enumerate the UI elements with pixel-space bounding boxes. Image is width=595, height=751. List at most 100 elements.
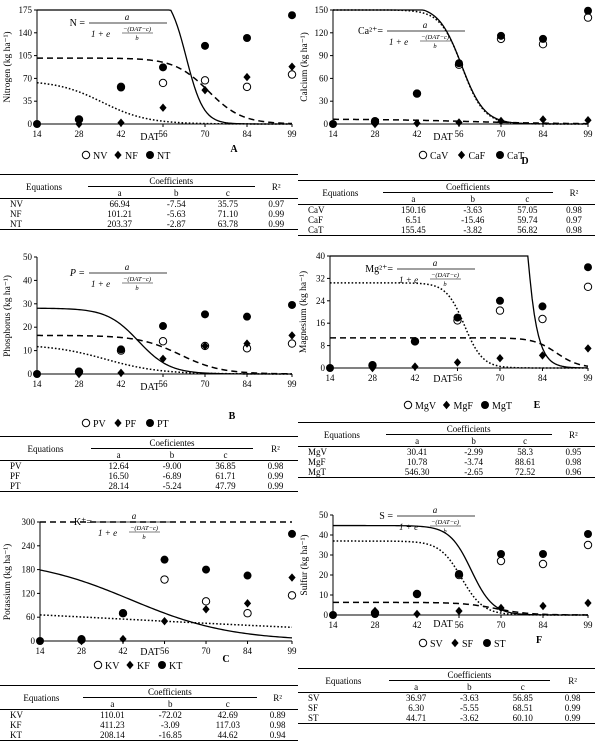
formula: Ca²⁺= a 1 + e −(DAT−c) b (358, 20, 465, 50)
legend-label-ST: ST (494, 639, 506, 650)
table-cell: -9.00 (162, 461, 182, 471)
table-cell: 68.51 (512, 703, 533, 713)
legend-marker-PT (146, 419, 154, 427)
x-tick-label: 14 (329, 129, 339, 139)
data-point-SF (584, 598, 592, 608)
data-point-NF (75, 119, 83, 129)
table-cell: -16.85 (142, 730, 199, 741)
table-cell: -3.63 (463, 205, 483, 215)
table-header-r2: R² (254, 174, 298, 199)
table-cell: -5.63 (166, 209, 186, 219)
formula-denominator: 1 + e (91, 29, 110, 39)
table-cell: 16.50 (108, 471, 129, 481)
data-point-KV (243, 609, 252, 618)
data-point-NF (201, 85, 209, 95)
table-header-b: b (151, 186, 202, 199)
y-axis-label: Potassium (kg ha⁻¹) (2, 544, 13, 620)
formula-numerator: a (433, 505, 438, 515)
table-header-a: a (90, 448, 147, 461)
table-header-r2: R² (253, 436, 298, 461)
data-point-KT (77, 635, 86, 644)
table-header-c: c (495, 680, 551, 693)
table-cell: -2.87 (151, 219, 202, 230)
table-cell: 28.14 (90, 481, 147, 492)
data-point-MgV (583, 282, 593, 291)
table-header-b: b (448, 434, 499, 447)
x-tick-label: 70 (202, 646, 212, 656)
series-NV (36, 70, 297, 125)
y-tick-label: 0 (28, 119, 33, 129)
data-point-CaT (584, 6, 592, 15)
data-point-KT (288, 529, 296, 538)
chart-F: 0 10 20 30 40 50 14 28 42 56 70 84 99 DAT Sulfur (kg h… (299, 505, 593, 650)
data-point-MgT (410, 337, 419, 346)
table-cell: 0.89 (269, 710, 286, 720)
table-cell: 0.98 (566, 205, 582, 215)
x-tick-label: 84 (539, 129, 549, 139)
table-cell: 0.98 (269, 720, 286, 730)
legend-label-MgT: MgT (492, 401, 512, 412)
table-cell: 411.23 (100, 720, 125, 730)
table-cell: 35.75 (217, 199, 238, 209)
formula-exponent-denominator: b (443, 528, 447, 535)
table-cell: 0.95 (565, 447, 582, 457)
y-tick-label: 30 (23, 299, 33, 309)
panel-letter: C (222, 654, 229, 665)
data-point-MgV (495, 306, 505, 315)
table-cell: -3.63 (460, 693, 479, 703)
data-point-CaF (455, 118, 463, 127)
data-point-ST (584, 530, 592, 538)
table-cell: 60.10 (495, 713, 551, 724)
y-axis-label: Sulfur (kg ha⁻¹) (299, 534, 310, 595)
table-row-label: ST (298, 713, 389, 724)
table-cell: 47.79 (197, 481, 254, 492)
table-cell: 44.62 (198, 730, 258, 741)
table-row-label: CaF (308, 215, 324, 225)
panel-magnesium: 0 8 16 24 32 40 14 28 42 56 70 84 99 DAT Magnesium (kg… (298, 250, 595, 492)
table-header-c: c (201, 186, 255, 199)
data-point-MgT (453, 313, 462, 322)
table-cell: -3.74 (464, 457, 483, 467)
y-tick-label: 16 (316, 318, 326, 328)
y-tick-label: 140 (19, 28, 33, 38)
table-cell: -3.62 (443, 713, 496, 724)
data-point-NF (159, 103, 167, 112)
x-tick-label: 28 (75, 129, 85, 139)
x-tick-label: 28 (371, 129, 381, 139)
coefficients-table: Equations Coefficients R² a b c NV 66.94 -7.54 35… (0, 174, 298, 230)
data-point-MgF (584, 344, 592, 353)
table-header-coefficients: Coefficients (388, 668, 551, 681)
axes: 0 35 70 105 140 175 14 28 42 56 70 84 99 (19, 5, 298, 139)
table-header-r2: R² (553, 180, 595, 205)
data-point-KF (288, 573, 296, 582)
formula-lhs: P = (69, 268, 85, 279)
chart-B: 0 10 20 30 40 50 14 28 42 56 70 84 99 DAT Phosphorus (… (2, 252, 297, 430)
table-row-label: KF (10, 720, 22, 730)
x-tick-label: 84 (538, 373, 548, 383)
y-tick-label: 60 (26, 612, 36, 622)
data-point-PF (201, 341, 209, 351)
fit-curve-NT (37, 9, 292, 125)
series-KT (36, 529, 296, 645)
panel-sulfur: 0 10 20 30 40 50 14 28 42 56 70 84 99 DAT Sulfur (kg h… (298, 505, 595, 733)
formula-numerator: a (132, 511, 137, 521)
data-point-MgF (496, 354, 504, 363)
table-header-equations: Equations (0, 685, 83, 710)
formula-lhs: Mg²⁺= (365, 264, 393, 275)
data-point-PT (117, 345, 125, 354)
x-tick-label: 42 (410, 373, 419, 383)
table-cell: 72.52 (498, 467, 552, 478)
x-tick-label: 56 (453, 373, 463, 383)
data-point-NT (75, 115, 83, 124)
table-cell: 0.98 (564, 693, 581, 703)
table-cell: -2.65 (448, 467, 499, 478)
table-header-coefficients: Coefficients (87, 174, 255, 187)
table-cell: 208.14 (82, 730, 143, 741)
legend-marker-NT (146, 151, 154, 159)
y-tick-label: 20 (23, 322, 33, 332)
legend-marker-ST (483, 639, 491, 647)
x-axis-label: DAT (433, 132, 452, 143)
table-header-c: c (501, 192, 554, 205)
table-cell: 6.51 (405, 215, 422, 225)
panel-phosphorus: 0 10 20 30 40 50 14 28 42 56 70 84 99 DAT Phosphorus (… (0, 250, 298, 500)
